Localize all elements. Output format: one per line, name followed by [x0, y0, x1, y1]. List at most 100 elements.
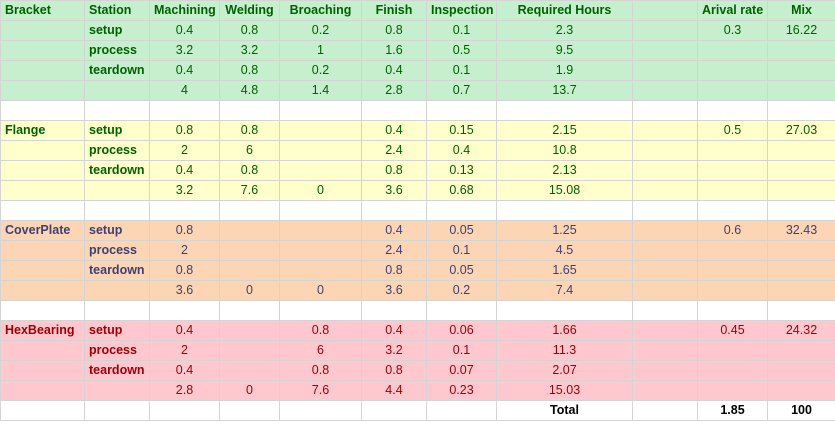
hours-cell-i[interactable]: 0.1	[426, 60, 497, 81]
total-label[interactable]: Total	[496, 400, 633, 421]
empty-cell[interactable]	[697, 100, 768, 121]
empty-cell[interactable]	[632, 160, 698, 181]
hours-cell-b[interactable]	[279, 240, 362, 261]
hours-cell-f[interactable]: 2.4	[361, 240, 427, 261]
step-label[interactable]	[84, 180, 150, 201]
hours-cell-r[interactable]: 1.9	[496, 60, 633, 81]
empty-cell[interactable]	[0, 240, 85, 261]
hours-cell-r[interactable]: 13.7	[496, 80, 633, 101]
empty-cell[interactable]	[0, 280, 85, 301]
empty-cell[interactable]	[361, 300, 427, 321]
step-label[interactable]: process	[84, 240, 150, 261]
empty-cell[interactable]	[697, 160, 768, 181]
hours-cell-r[interactable]: 11.3	[496, 340, 633, 361]
hours-cell-f[interactable]: 0.4	[361, 120, 427, 141]
hours-cell-b[interactable]: 0	[279, 280, 362, 301]
empty-cell[interactable]	[0, 300, 85, 321]
empty-cell[interactable]	[632, 100, 698, 121]
hours-cell-r[interactable]: 2.15	[496, 120, 633, 141]
hours-cell-f[interactable]: 0.4	[361, 60, 427, 81]
mix-percent[interactable]: 32.43	[767, 220, 835, 241]
hours-cell-w[interactable]: 6	[219, 140, 280, 161]
hours-cell-i[interactable]: 0.06	[426, 320, 497, 341]
hours-cell-b[interactable]: 1	[279, 40, 362, 61]
step-label[interactable]: teardown	[84, 60, 150, 81]
empty-cell[interactable]	[697, 260, 768, 281]
empty-cell[interactable]	[697, 340, 768, 361]
empty-cell[interactable]	[632, 300, 698, 321]
hours-cell-m[interactable]: 3.2	[149, 40, 220, 61]
empty-cell[interactable]	[632, 180, 698, 201]
empty-cell[interactable]	[496, 200, 633, 221]
step-label[interactable]: setup	[84, 20, 150, 41]
empty-cell[interactable]	[0, 400, 85, 421]
empty-cell[interactable]	[361, 200, 427, 221]
empty-cell[interactable]	[632, 220, 698, 241]
column-header-inspection[interactable]: Inspection	[426, 0, 497, 21]
empty-cell[interactable]	[767, 80, 835, 101]
empty-cell[interactable]	[279, 400, 362, 421]
hours-cell-r[interactable]: 10.8	[496, 140, 633, 161]
empty-cell[interactable]	[632, 400, 698, 421]
hours-cell-r[interactable]: 2.3	[496, 20, 633, 41]
empty-cell[interactable]	[0, 40, 85, 61]
empty-cell[interactable]	[767, 340, 835, 361]
hours-cell-i[interactable]: 0.1	[426, 240, 497, 261]
empty-cell[interactable]	[426, 100, 497, 121]
hours-cell-w[interactable]: 0.8	[219, 160, 280, 181]
hours-cell-w[interactable]: 0.8	[219, 120, 280, 141]
hours-cell-b[interactable]	[279, 260, 362, 281]
hours-cell-b[interactable]: 0.8	[279, 320, 362, 341]
empty-cell[interactable]	[632, 0, 698, 21]
empty-cell[interactable]	[279, 200, 362, 221]
hours-cell-r[interactable]: 7.4	[496, 280, 633, 301]
empty-cell[interactable]	[149, 200, 220, 221]
column-header-machining[interactable]: Machining	[149, 0, 220, 21]
hours-cell-i[interactable]: 0.07	[426, 360, 497, 381]
hours-cell-w[interactable]	[219, 220, 280, 241]
hours-cell-w[interactable]: 0.8	[219, 60, 280, 81]
hours-cell-m[interactable]: 0.8	[149, 120, 220, 141]
empty-cell[interactable]	[697, 40, 768, 61]
column-header-part[interactable]: Bracket	[0, 0, 85, 21]
hours-cell-m[interactable]: 3.6	[149, 280, 220, 301]
empty-cell[interactable]	[632, 120, 698, 141]
empty-cell[interactable]	[632, 200, 698, 221]
hours-cell-w[interactable]	[219, 340, 280, 361]
empty-cell[interactable]	[697, 360, 768, 381]
hours-cell-b[interactable]: 0.2	[279, 60, 362, 81]
part-name[interactable]: Flange	[0, 120, 85, 141]
hours-cell-f[interactable]: 3.2	[361, 340, 427, 361]
hours-cell-m[interactable]: 0.4	[149, 320, 220, 341]
empty-cell[interactable]	[0, 340, 85, 361]
empty-cell[interactable]	[279, 100, 362, 121]
hours-cell-i[interactable]: 0.15	[426, 120, 497, 141]
step-label[interactable]: setup	[84, 120, 150, 141]
empty-cell[interactable]	[219, 300, 280, 321]
empty-cell[interactable]	[0, 180, 85, 201]
hours-cell-r[interactable]: 2.07	[496, 360, 633, 381]
hours-cell-b[interactable]	[279, 120, 362, 141]
empty-cell[interactable]	[767, 360, 835, 381]
hours-cell-f[interactable]: 0.4	[361, 220, 427, 241]
empty-cell[interactable]	[632, 380, 698, 401]
empty-cell[interactable]	[496, 300, 633, 321]
part-name[interactable]: CoverPlate	[0, 220, 85, 241]
hours-cell-m[interactable]: 0.4	[149, 160, 220, 181]
hours-cell-r[interactable]: 15.08	[496, 180, 633, 201]
empty-cell[interactable]	[767, 280, 835, 301]
mix-percent[interactable]: 24.32	[767, 320, 835, 341]
empty-cell[interactable]	[767, 260, 835, 281]
arrival-rate[interactable]: 0.6	[697, 220, 768, 241]
hours-cell-r[interactable]: 1.25	[496, 220, 633, 241]
hours-cell-r[interactable]: 15.03	[496, 380, 633, 401]
hours-cell-m[interactable]: 2.8	[149, 380, 220, 401]
empty-cell[interactable]	[632, 140, 698, 161]
arrival-rate[interactable]: 0.45	[697, 320, 768, 341]
hours-cell-f[interactable]: 0.8	[361, 260, 427, 281]
hours-cell-m[interactable]: 0.8	[149, 220, 220, 241]
empty-cell[interactable]	[697, 140, 768, 161]
arrival-rate[interactable]: 0.3	[697, 20, 768, 41]
empty-cell[interactable]	[0, 160, 85, 181]
empty-cell[interactable]	[632, 60, 698, 81]
